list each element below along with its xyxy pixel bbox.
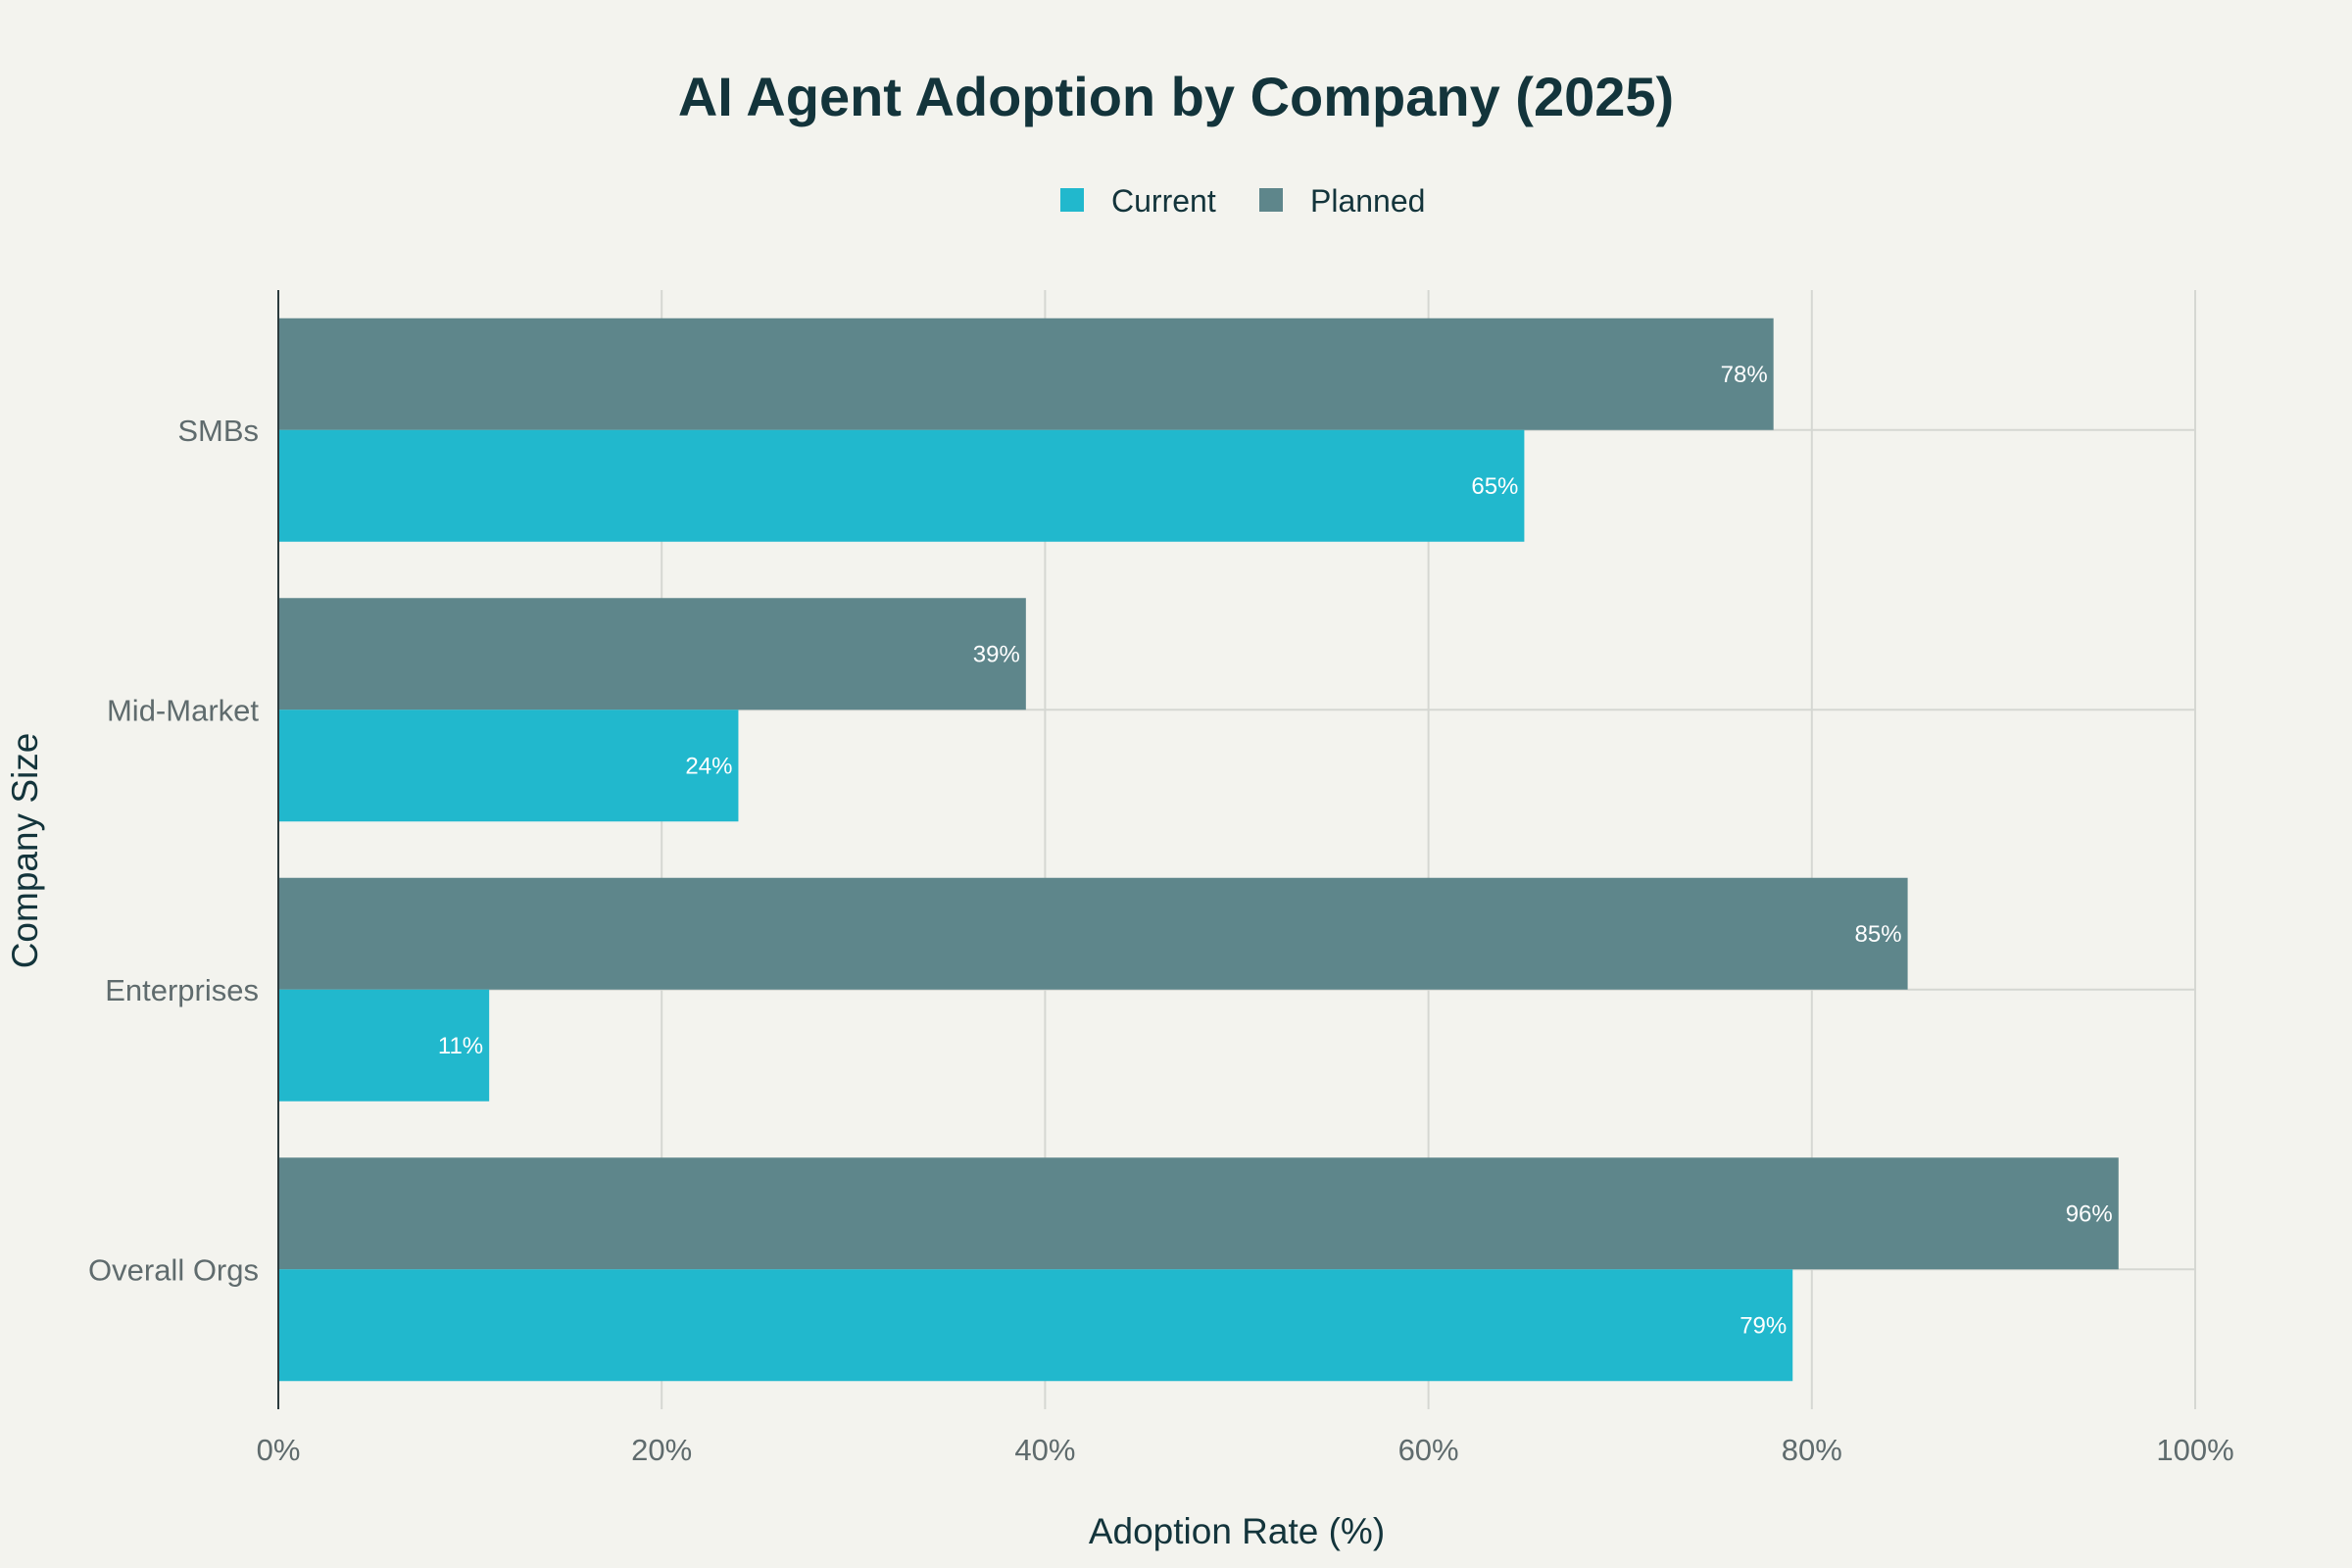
bar-current [278, 989, 490, 1102]
y-tick-label: Overall Orgs [88, 1252, 259, 1287]
bar-value-label: 85% [1855, 921, 1902, 948]
bar-value-label: 78% [1721, 362, 1768, 388]
y-tick-label: Enterprises [105, 973, 259, 1007]
bar-value-label: 65% [1471, 473, 1518, 500]
bar-planned [278, 877, 1908, 990]
x-tick-label: 20% [631, 1433, 692, 1467]
bar-planned [278, 1157, 2119, 1270]
legend-swatch [1060, 188, 1084, 212]
axes: 0% 20% 40% 60% 80% 100% SMBs Mid-Market Enterpri… [88, 290, 2234, 1467]
legend: Current Planned [1060, 183, 1425, 219]
x-tick-label: 0% [257, 1433, 301, 1467]
bar-planned [278, 598, 1026, 710]
legend-label: Planned [1310, 183, 1425, 219]
chart-title: AI Agent Adoption by Company (2025) [678, 66, 1674, 127]
bar-current [278, 1269, 1793, 1382]
bar-value-label: 96% [2066, 1200, 2113, 1227]
x-tick-label: 80% [1782, 1433, 1842, 1467]
bar-current [278, 429, 1525, 542]
bar-value-label: 79% [1740, 1312, 1787, 1339]
bar-planned [278, 318, 1774, 430]
y-tick-label: SMBs [177, 414, 259, 448]
legend-item-planned[interactable]: Planned [1259, 183, 1425, 219]
x-axis-title: Adoption Rate (%) [1089, 1511, 1385, 1551]
bar-value-label: 24% [685, 753, 732, 779]
x-tick-label: 60% [1398, 1433, 1459, 1467]
x-tick-label: 100% [2156, 1433, 2233, 1467]
y-tick-label: Mid-Market [107, 693, 259, 727]
bar-value-label: 11% [438, 1033, 483, 1059]
bar-current [278, 710, 739, 822]
legend-swatch [1259, 188, 1283, 212]
y-axis-title: Company Size [5, 733, 45, 969]
bar-value-label: 39% [973, 641, 1020, 667]
bars: 78% 65% 39% 24% 85% 11% 96% 79% [278, 318, 2119, 1382]
legend-label: Current [1111, 183, 1216, 219]
legend-item-current[interactable]: Current [1060, 183, 1216, 219]
x-tick-label: 40% [1014, 1433, 1075, 1467]
